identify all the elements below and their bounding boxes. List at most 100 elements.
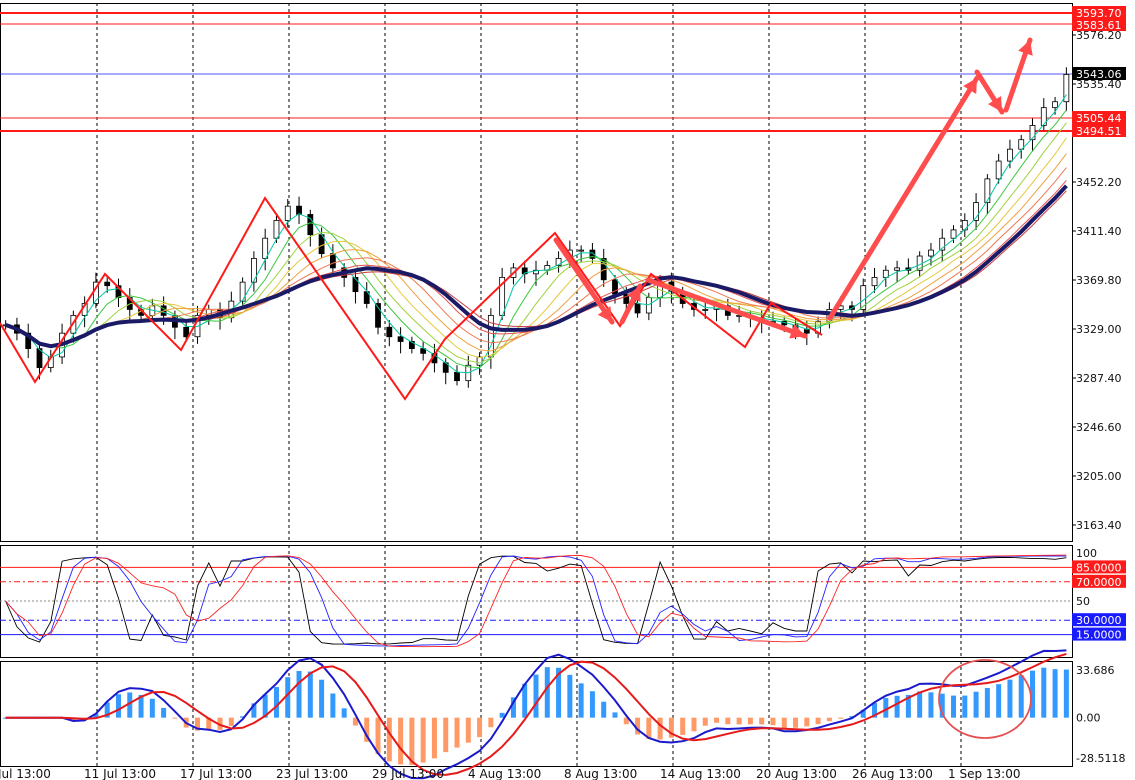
- macd-bar: [612, 712, 618, 718]
- macd-bar: [759, 717, 765, 725]
- panel-frame-2: [0, 661, 1073, 767]
- macd-bar: [1030, 670, 1036, 718]
- price-tag-bg: [1072, 124, 1126, 137]
- candle-body: [961, 220, 968, 231]
- macd-bar: [544, 667, 550, 718]
- arrow-head: [963, 78, 977, 94]
- candle-body: [104, 281, 111, 287]
- candle-body: [1018, 139, 1025, 150]
- stoch-tag-bg: [1072, 574, 1126, 588]
- y-tick-label: 3452.20: [1076, 176, 1122, 189]
- macd-bar: [194, 717, 200, 731]
- macd-bar: [635, 717, 641, 735]
- stoch-line: [5, 554, 1067, 648]
- candle-body: [183, 326, 190, 338]
- macd-bar: [714, 717, 720, 723]
- macd-bar: [330, 693, 336, 718]
- x-tick-label: 1 Sep 13:00: [948, 767, 1020, 780]
- macd-bar: [996, 684, 1002, 718]
- price-tag-bg: [1072, 111, 1126, 124]
- macd-bar: [781, 717, 787, 729]
- macd-tick: 33.686: [1076, 664, 1115, 677]
- candle-body: [950, 229, 957, 239]
- macd-bar: [499, 712, 505, 718]
- macd-bar: [431, 717, 437, 759]
- macd-bar: [217, 717, 223, 730]
- candle-body: [849, 305, 855, 310]
- macd-bar: [567, 674, 573, 718]
- stoch-tag: 15.0000: [1076, 629, 1122, 642]
- macd-bar: [522, 683, 528, 718]
- macd-bar: [149, 698, 155, 718]
- macd-bar: [962, 695, 968, 718]
- candle-body: [262, 237, 269, 259]
- x-tick-label: Jul 13:00: [0, 767, 51, 780]
- x-tick-label: 8 Aug 13:00: [564, 767, 637, 780]
- macd-tick: 0.00: [1076, 712, 1101, 725]
- panel-frame-0: [0, 3, 1073, 542]
- macd-tick: -28.5118: [1076, 752, 1125, 765]
- candle-body: [928, 249, 934, 257]
- stoch-tick: 100: [1076, 547, 1097, 560]
- candle-body: [1007, 148, 1013, 162]
- ma-ribbon-line: [5, 94, 1067, 374]
- candle-body: [352, 276, 359, 293]
- arrow-head: [1018, 40, 1033, 56]
- candle-body: [420, 348, 427, 354]
- arrow-head: [988, 96, 1002, 112]
- macd-bar: [668, 717, 674, 738]
- y-tick-label: 3246.60: [1076, 421, 1122, 434]
- stoch-line: [5, 555, 1067, 645]
- macd-bar: [770, 717, 776, 726]
- macd-bar: [307, 671, 313, 718]
- macd-bar: [443, 717, 449, 753]
- candle-body: [386, 326, 393, 338]
- price-tag-bg: [1072, 6, 1126, 19]
- candle-body: [1063, 74, 1070, 103]
- stoch-tag: 85.0000: [1076, 561, 1122, 574]
- zigzag-line: [0, 196, 823, 401]
- x-tick-label: 4 Aug 13:00: [468, 767, 541, 780]
- macd-bar: [657, 717, 663, 740]
- macd-bar: [285, 677, 291, 718]
- y-tick-label: 3411.40: [1076, 225, 1122, 238]
- candle-body: [239, 281, 246, 302]
- candle-body: [939, 237, 946, 251]
- macd-bar: [601, 701, 607, 718]
- macd-bar: [386, 717, 392, 762]
- arrow-head: [626, 286, 641, 302]
- candle-body: [1040, 107, 1047, 126]
- macd-bar: [883, 698, 889, 718]
- candle-body: [1029, 125, 1036, 141]
- macd-bar: [691, 717, 697, 732]
- macd-bar: [623, 717, 629, 725]
- trend-arrow: [645, 277, 808, 339]
- y-tick-label: 3329.00: [1076, 323, 1122, 336]
- macd-bar: [420, 717, 426, 763]
- candle-body: [487, 314, 494, 358]
- y-tick-label: 3369.80: [1076, 274, 1122, 287]
- candle-body: [329, 253, 336, 269]
- macd-bar: [375, 717, 381, 755]
- macd-bar: [804, 717, 810, 727]
- y-tick-label: 3535.40: [1076, 78, 1122, 91]
- y-tick-label: 3205.00: [1076, 470, 1122, 483]
- candle-body: [973, 202, 979, 221]
- price-tag: 3505.44: [1076, 112, 1122, 125]
- macd-bar: [510, 697, 516, 718]
- macd-bar: [1041, 667, 1047, 718]
- macd-bar: [905, 694, 911, 718]
- macd-bar: [1052, 669, 1058, 718]
- macd-bar: [702, 717, 708, 726]
- stoch-tag: 30.0000: [1076, 614, 1122, 627]
- candle-body: [36, 348, 43, 369]
- macd-bar: [928, 692, 934, 718]
- candle-body: [397, 336, 404, 342]
- candle-body: [894, 267, 900, 271]
- candle-body: [1052, 101, 1058, 109]
- macd-bar: [725, 717, 731, 725]
- macd-bar: [273, 687, 279, 718]
- x-tick-label: 23 Jul 13:00: [276, 767, 348, 780]
